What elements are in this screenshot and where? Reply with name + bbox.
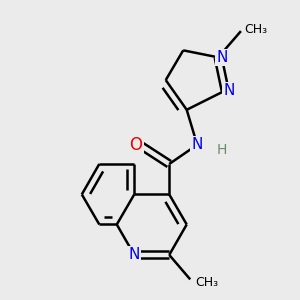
Text: N: N [224,83,235,98]
Text: N: N [129,248,140,262]
Text: H: H [217,143,227,157]
Text: CH₃: CH₃ [244,23,268,36]
Text: N: N [191,137,203,152]
Text: N: N [217,50,228,65]
Text: CH₃: CH₃ [196,276,219,290]
Text: O: O [130,136,142,154]
